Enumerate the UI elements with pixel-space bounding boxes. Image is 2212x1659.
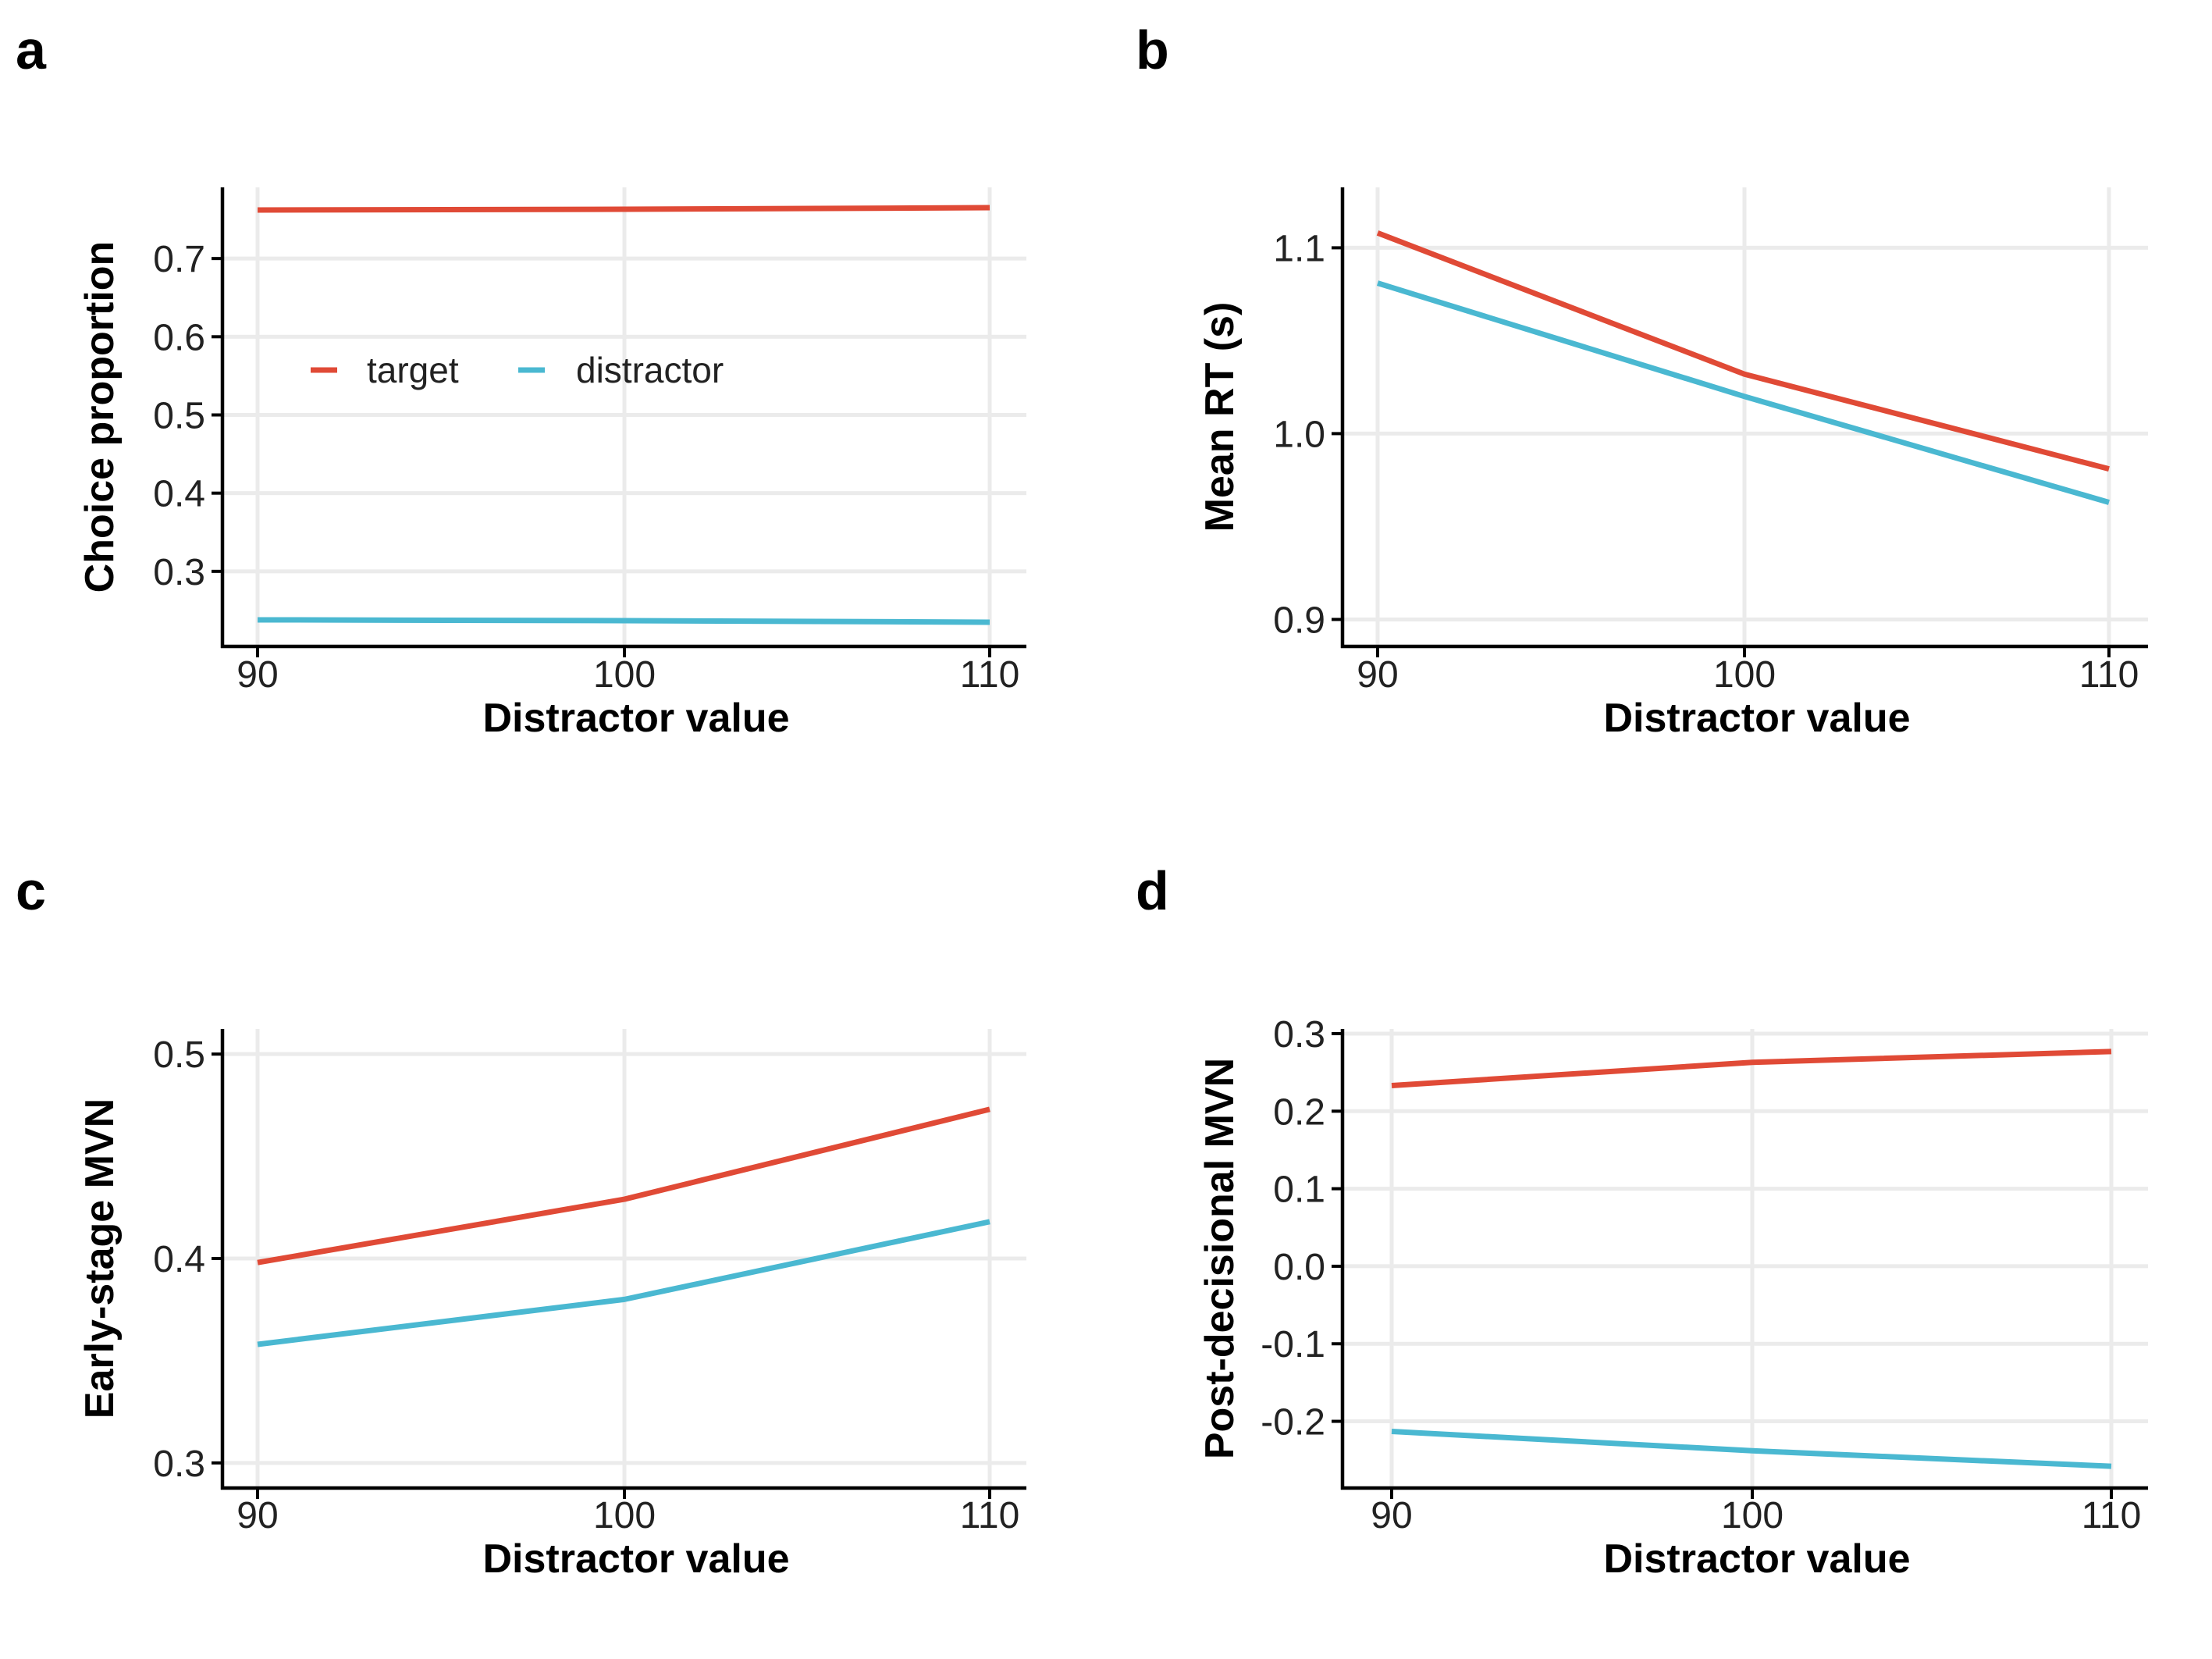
- x-tick-label: 110: [960, 1495, 1020, 1536]
- y-tick-label: 0.6: [153, 317, 205, 358]
- x-tick-label: 100: [1721, 1495, 1783, 1536]
- x-tick-label: 90: [1357, 654, 1398, 696]
- x-tick-label: 110: [2079, 654, 2139, 696]
- y-axis-title: Early-stage MVN: [77, 1098, 123, 1419]
- y-tick-label: 0.0: [1273, 1247, 1325, 1288]
- x-tick-label: 110: [960, 654, 1020, 696]
- panel-b: b 0.9 1.0 1.1 90 100 110 Distractor value Mean R…: [1136, 20, 2148, 741]
- y-tick-label: 0.4: [153, 474, 205, 515]
- panel-d: d -0.2 -0.1 0.0 0.1 0.2 0.3 90 100 110 Distractor …: [1136, 860, 2148, 1582]
- y-tick-label: 0.4: [153, 1239, 205, 1280]
- panel-letter: d: [1136, 860, 1169, 921]
- y-tick-label: 0.1: [1273, 1169, 1325, 1211]
- y-tick-label: 1.0: [1273, 414, 1325, 455]
- y-tick-label: 0.5: [153, 1034, 205, 1076]
- legend: target distractor: [311, 350, 724, 390]
- series-line-target: [257, 205, 990, 213]
- panel-a: a 0.3 0.4 0.5 0.6 0.7 90 100 110 Distractor value…: [16, 20, 1026, 741]
- legend-label-target: target: [367, 350, 459, 390]
- panel-c: c 0.3 0.4 0.5 90 100 110 Distractor value Early-…: [16, 860, 1026, 1582]
- y-tick-label: 0.3: [1273, 1014, 1325, 1056]
- x-axis-title: Distractor value: [482, 696, 789, 741]
- y-axis-title: Choice proportion: [77, 241, 123, 593]
- x-tick-label: 110: [2082, 1495, 2142, 1536]
- panel-letter: b: [1136, 20, 1169, 80]
- panel-letter: c: [16, 860, 46, 921]
- x-tick-label: 100: [593, 654, 656, 696]
- y-tick-label: 0.5: [153, 395, 205, 436]
- y-tick-label: -0.2: [1261, 1402, 1325, 1444]
- y-axis-title: Mean RT (s): [1197, 302, 1243, 532]
- x-axis-title: Distractor value: [1603, 696, 1910, 741]
- legend-label-distractor: distractor: [576, 350, 724, 390]
- y-tick-label: 0.3: [153, 1444, 205, 1485]
- x-axis-title: Distractor value: [482, 1536, 789, 1582]
- y-tick-label: 0.7: [153, 239, 205, 280]
- x-tick-label: 100: [1713, 654, 1776, 696]
- x-tick-label: 90: [236, 654, 278, 696]
- series-line-distractor: [257, 617, 990, 625]
- y-tick-label: 0.2: [1273, 1091, 1325, 1133]
- x-tick-label: 90: [1371, 1495, 1412, 1536]
- x-tick-label: 100: [593, 1495, 656, 1536]
- panel-letter: a: [16, 20, 47, 80]
- y-axis-title: Post-decisional MVN: [1197, 1058, 1243, 1459]
- y-tick-label: 0.9: [1273, 600, 1325, 641]
- y-tick-label: 0.3: [153, 552, 205, 593]
- x-tick-label: 90: [236, 1495, 278, 1536]
- y-tick-label: -0.1: [1261, 1324, 1325, 1365]
- y-tick-label: 1.1: [1273, 228, 1325, 269]
- x-axis-title: Distractor value: [1603, 1536, 1910, 1582]
